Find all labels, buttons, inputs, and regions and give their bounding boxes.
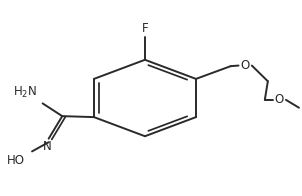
Text: N: N — [43, 140, 52, 153]
Text: F: F — [142, 22, 148, 35]
Text: O: O — [241, 59, 250, 72]
Text: O: O — [275, 93, 284, 106]
Text: H$_2$N: H$_2$N — [13, 85, 37, 100]
Text: HO: HO — [7, 154, 24, 167]
